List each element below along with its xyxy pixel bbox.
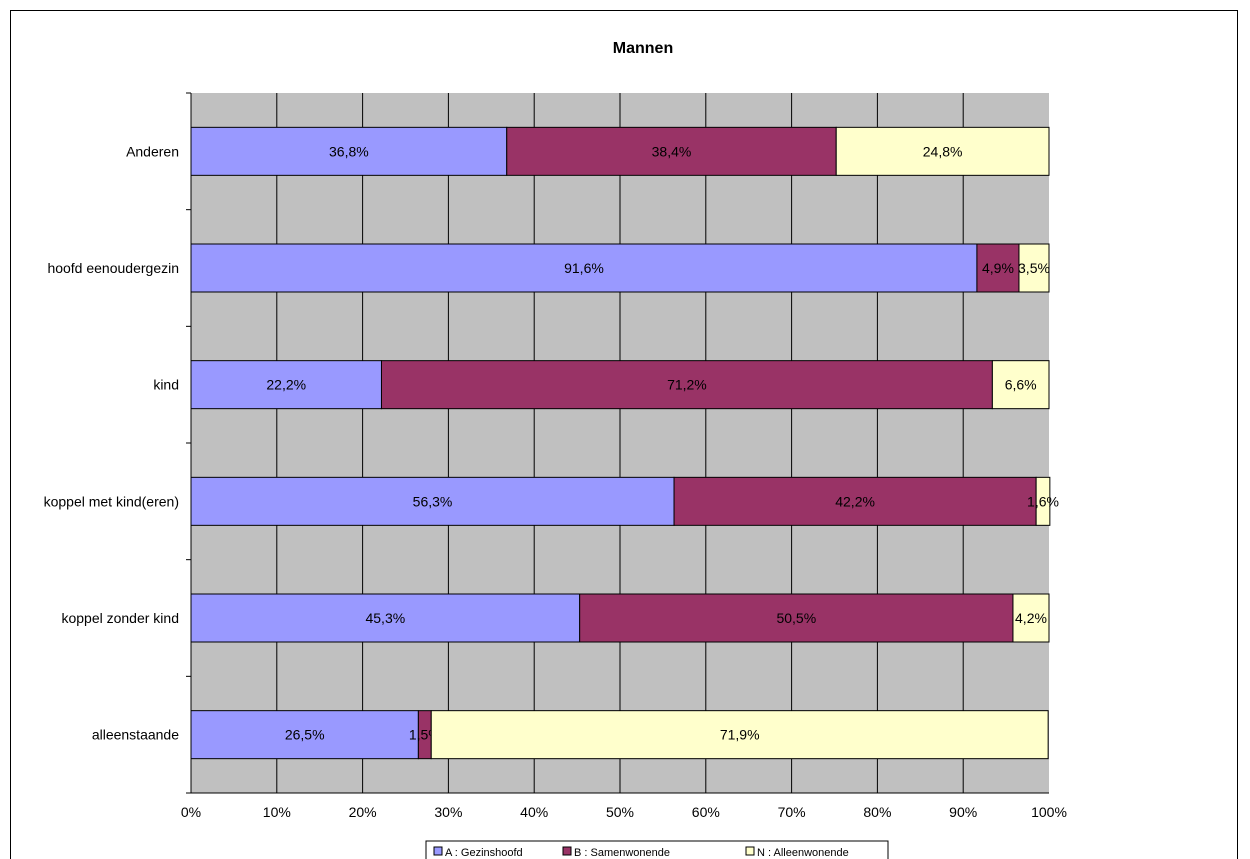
x-tick-label: 40% xyxy=(520,804,548,820)
bar-segment xyxy=(380,360,993,410)
category-label: koppel met kind(eren) xyxy=(44,493,179,509)
x-tick-label: 20% xyxy=(349,804,377,820)
legend-swatch xyxy=(745,846,755,856)
bar-segment xyxy=(1012,593,1050,643)
category-label: alleenstaande xyxy=(92,727,179,743)
bar-segment xyxy=(430,710,1049,760)
data-label: 50,5% xyxy=(776,610,816,626)
legend-entry: A : Gezinshoofd xyxy=(445,847,523,859)
legend-entry: B : Samenwonende xyxy=(574,847,670,859)
x-tick-label: 80% xyxy=(863,804,891,820)
bar-segment xyxy=(1018,243,1050,293)
category-label: kind xyxy=(153,377,179,393)
data-label: 71,2% xyxy=(667,377,707,393)
data-label: 6,6% xyxy=(1005,377,1037,393)
x-tick-label: 50% xyxy=(606,804,634,820)
bar-segment xyxy=(190,710,419,760)
bar-segment xyxy=(190,593,581,643)
data-label: 91,6% xyxy=(564,260,604,276)
x-tick-label: 60% xyxy=(692,804,720,820)
category-label: koppel zonder kind xyxy=(61,610,179,626)
data-label: 56,3% xyxy=(413,493,453,509)
legend-entry: N : Alleenwonende xyxy=(757,847,849,859)
data-label: 3,5% xyxy=(1018,260,1050,276)
x-tick-label: 90% xyxy=(949,804,977,820)
data-label: 1,6% xyxy=(1027,493,1059,509)
data-label: 4,9% xyxy=(982,260,1014,276)
category-label: hoofd eenoudergezin xyxy=(47,260,179,276)
data-label: 22,2% xyxy=(266,377,306,393)
bar-segment xyxy=(190,243,978,293)
data-label: 38,4% xyxy=(652,143,692,159)
x-tick-label: 30% xyxy=(434,804,462,820)
bar-segment xyxy=(976,243,1020,293)
data-label: 4,2% xyxy=(1015,610,1047,626)
data-label: 24,8% xyxy=(923,143,963,159)
bar-segment xyxy=(835,126,1050,176)
data-label: 71,9% xyxy=(720,727,760,743)
data-label: 42,2% xyxy=(835,493,875,509)
legend: A : Gezinshoofd B : Samenwonende N : Allee… xyxy=(425,840,889,859)
bar-segment xyxy=(991,360,1050,410)
bar-segment xyxy=(579,593,1014,643)
category-label: Anderen xyxy=(126,143,179,159)
x-tick-label: 10% xyxy=(263,804,291,820)
data-label: 45,3% xyxy=(365,610,405,626)
legend-box xyxy=(425,840,889,859)
chart-frame xyxy=(10,10,1238,859)
legend-swatch xyxy=(433,846,443,856)
data-label: 36,8% xyxy=(329,143,369,159)
data-label: 26,5% xyxy=(285,727,325,743)
bar-segment xyxy=(190,476,675,526)
bar-segment xyxy=(1035,476,1051,526)
legend-swatch xyxy=(562,846,572,856)
x-tick-label: 0% xyxy=(181,804,201,820)
chart-title: Mannen xyxy=(613,40,673,57)
x-tick-label: 100% xyxy=(1031,804,1067,820)
x-tick-label: 70% xyxy=(778,804,806,820)
plot-area: 0% 10% 20% 30% 40% 50% 60% 70% 80% 90% 100% Anderen… xyxy=(44,92,1067,820)
bar-segment xyxy=(673,476,1037,526)
